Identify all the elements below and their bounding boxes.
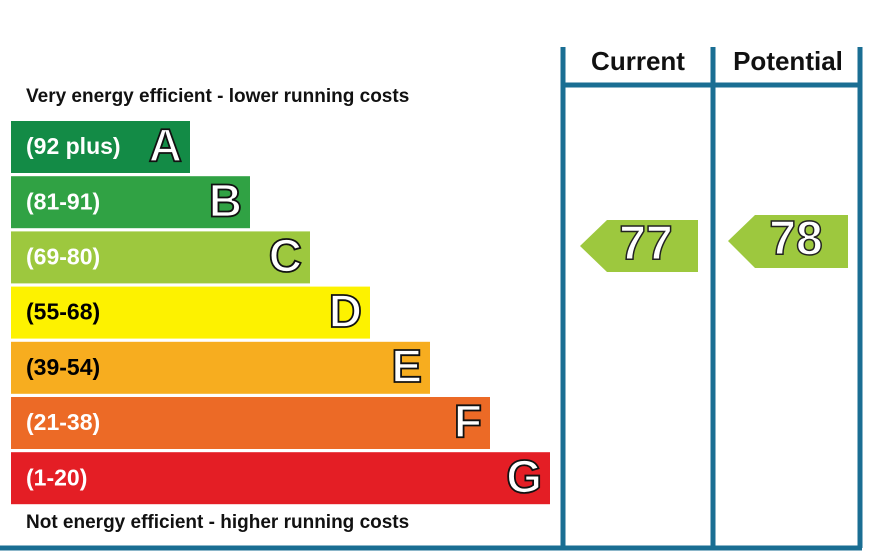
band-letter: A bbox=[149, 119, 182, 171]
band-letter: D bbox=[329, 285, 362, 337]
band-letter: F bbox=[454, 395, 482, 447]
potential-header: Potential bbox=[733, 46, 843, 76]
band-range: (55-68) bbox=[26, 299, 100, 325]
current-arrow bbox=[580, 220, 698, 272]
band-range: (1-20) bbox=[26, 464, 87, 490]
band-bar bbox=[11, 397, 490, 449]
band-bar bbox=[11, 286, 370, 339]
band-letter: E bbox=[391, 340, 422, 392]
band-letter: B bbox=[209, 174, 242, 226]
band-bar bbox=[11, 176, 250, 229]
potential-rating: 78 bbox=[769, 213, 822, 266]
bottom-note: Not energy efficient - higher running co… bbox=[26, 512, 409, 533]
band-letter: G bbox=[506, 450, 542, 502]
band-bar bbox=[11, 452, 550, 505]
top-note: Very energy efficient - lower running co… bbox=[26, 86, 409, 107]
current-rating: 77 bbox=[619, 218, 672, 271]
potential-arrow bbox=[728, 215, 848, 268]
frame bbox=[0, 47, 863, 551]
band-bar bbox=[11, 231, 310, 284]
band-bar bbox=[11, 121, 190, 173]
band-range: (39-54) bbox=[26, 354, 100, 380]
band-range: (69-80) bbox=[26, 243, 100, 269]
bands: (92 plus) A (81-91) B (69-80) C (55-68) D (39-54… bbox=[11, 118, 550, 505]
band-range: (21-38) bbox=[26, 409, 100, 435]
band-bar bbox=[11, 341, 430, 394]
band-range: (92 plus) bbox=[26, 133, 121, 159]
current-header: Current bbox=[591, 46, 685, 76]
band-range: (81-91) bbox=[26, 188, 100, 214]
band-letter: C bbox=[269, 230, 302, 282]
